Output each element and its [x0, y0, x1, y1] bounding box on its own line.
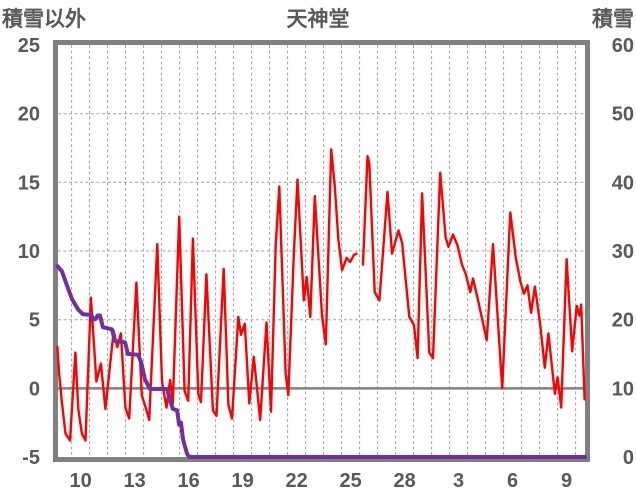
x-axis-tick-label: 25 [339, 470, 361, 492]
right-axis-tick-label: 20 [612, 310, 634, 332]
right-axis-tick-label: 50 [612, 104, 634, 126]
series-line-red [56, 148, 586, 442]
right-axis-tick-label: 0 [623, 447, 634, 469]
x-axis-tick-label: 16 [177, 470, 199, 492]
left-axis-tick-label: 25 [18, 35, 40, 57]
series-line-purple [55, 264, 587, 459]
x-axis-tick-label: 9 [561, 470, 572, 492]
plot-frame [53, 40, 590, 462]
right-axis-tick-label: 30 [612, 241, 634, 263]
left-axis-tick-label: -5 [22, 447, 40, 469]
x-axis-tick-label: 28 [393, 470, 415, 492]
left-axis-title: 積雪以外 [2, 8, 86, 31]
x-axis-tick-label: 6 [507, 470, 518, 492]
left-axis-tick-label: 20 [18, 104, 40, 126]
x-axis-tick-label: 22 [285, 470, 307, 492]
left-axis-tick-label: 15 [18, 172, 40, 194]
chart-title: 天神堂 [286, 8, 350, 31]
right-axis-tick-label: 10 [612, 378, 634, 400]
right-axis-tick-label: 60 [612, 35, 634, 57]
left-axis-tick-label: 10 [18, 241, 40, 263]
x-axis-tick-label: 3 [453, 470, 464, 492]
right-axis-tick-label: 40 [612, 172, 634, 194]
left-axis-tick-label: 0 [29, 378, 40, 400]
x-axis-tick-label: 10 [69, 470, 91, 492]
left-axis-tick-label: 5 [29, 310, 40, 332]
x-axis-tick-label: 13 [123, 470, 145, 492]
right-axis-title: 積雪 [592, 8, 634, 31]
x-axis-tick-label: 19 [231, 470, 253, 492]
